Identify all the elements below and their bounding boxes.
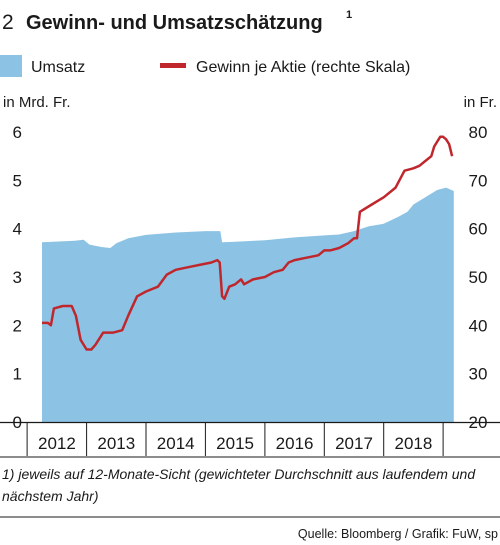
umsatz-area-layer [42,187,454,422]
source-credit: Quelle: Bloomberg / Grafik: FuW, sp [298,527,498,541]
x-tick-label: 2015 [216,434,254,453]
left-tick-label: 2 [13,316,22,335]
gewinn-line-layer [42,135,454,351]
left-tick-label: 6 [13,123,22,142]
right-tick-label: 40 [469,316,488,335]
footnote-line-2: nächstem Jahr) [2,488,98,504]
x-tick-label: 2016 [276,434,314,453]
right-tick-label: 70 [469,171,488,190]
x-tick-label: 2013 [97,434,135,453]
right-tick-label: 60 [469,220,488,239]
right-tick-label: 80 [469,123,488,142]
x-tick-label: 2012 [38,434,76,453]
x-tick-label: 2017 [335,434,373,453]
footnote-line-1: 1) jeweils auf 12-Monate-Sicht (gewichte… [2,466,476,482]
x-tick-label: 2014 [157,434,195,453]
legend-swatch-umsatz [0,55,22,77]
x-axis-ticks: 2012 2013 2014 2015 2016 2017 2018 [26,422,444,456]
umsatz-area [42,187,454,422]
legend-label-umsatz: Umsatz [31,59,85,76]
left-tick-label: 1 [13,365,22,384]
chart-title: Gewinn- und Umsatzschätzung [26,12,323,34]
title-footnote-mark: 1 [346,9,352,21]
left-axis-unit: in Mrd. Fr. [3,94,71,111]
legend-label-gewinn: Gewinn je Aktie (rechte Skala) [196,59,410,76]
right-tick-label: 50 [469,268,488,287]
left-tick-label: 4 [13,220,22,239]
left-tick-label: 5 [13,171,22,190]
right-tick-label: 30 [469,365,488,384]
right-axis-unit: in Fr. [464,94,497,111]
gewinn-line [42,135,454,351]
left-tick-label: 3 [13,268,22,287]
legend-swatch-gewinn [160,63,186,68]
x-tick-label: 2018 [394,434,432,453]
figure-number: 2 [2,11,14,34]
